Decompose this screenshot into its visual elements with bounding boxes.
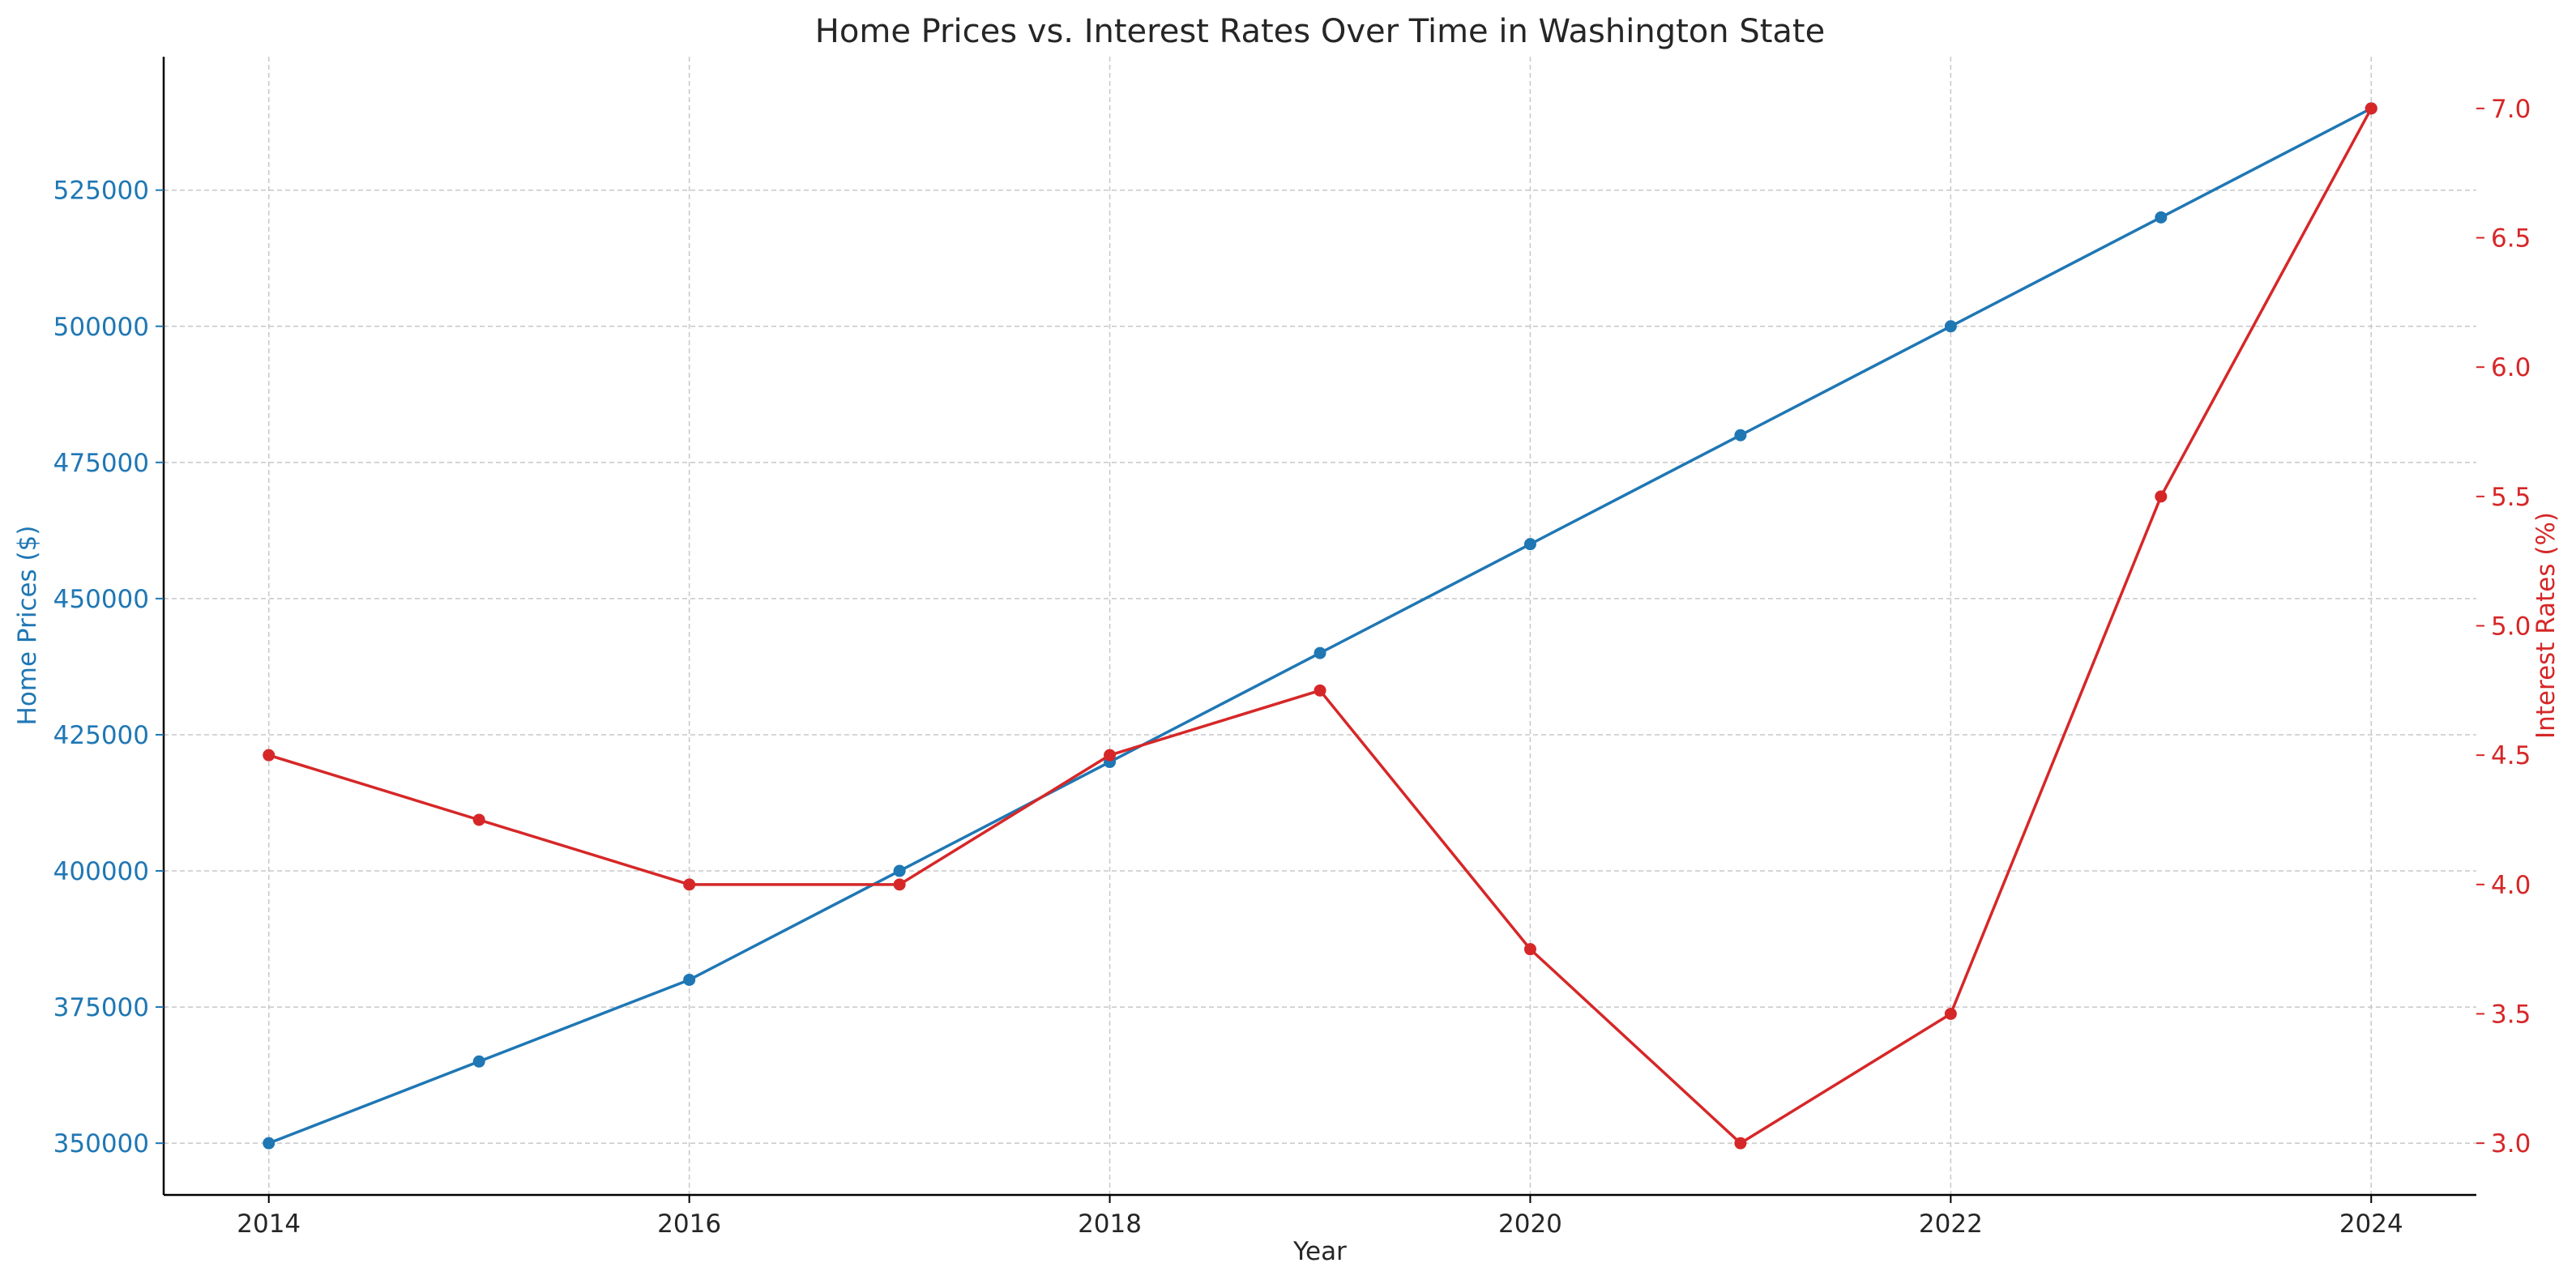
chart-title: Home Prices vs. Interest Rates Over Time… [815,13,1825,50]
x-axis-ticks: 2014 2016 2018 2020 2022 2024 [237,1195,2403,1239]
y-left-tick-label: 525000 [53,177,149,206]
axes-spines [162,57,2476,1197]
data-point [1523,538,1536,551]
data-point [1314,684,1326,697]
x-tick-label: 2014 [237,1210,301,1239]
y-left-tick-label: 400000 [53,857,149,886]
data-point [1734,429,1747,442]
x-tick-label: 2022 [1919,1210,1983,1239]
data-point [893,878,906,891]
y-left-tick-label: 425000 [53,721,149,750]
x-tick-label: 2024 [2339,1210,2403,1239]
y-right-tick-label: 6.0 [2491,353,2531,382]
data-point [1523,943,1536,956]
y-right-tick-label: 3.5 [2491,1000,2531,1029]
y-right-tick-label: 5.0 [2491,612,2531,642]
y-left-tick-label: 375000 [53,993,149,1022]
data-point [1104,749,1117,762]
y-right-tick-label: 3.0 [2491,1129,2531,1158]
series-line [268,107,2373,1145]
data-point [472,1055,485,1068]
x-tick-label: 2018 [1078,1210,1142,1239]
y-left-axis-ticks: 350000 375000 400000 425000 450000 475000 5000… [53,177,164,1158]
x-tick-label: 2020 [1498,1210,1562,1239]
y-left-axis-label: Home Prices ($) [13,526,42,726]
data-point [893,864,906,877]
y-right-tick-label: 4.0 [2491,871,2531,900]
data-point [683,878,696,891]
data-point [263,1137,276,1150]
y-left-tick-label: 350000 [53,1129,149,1158]
x-tick-label: 2016 [657,1210,721,1239]
data-point [472,813,485,826]
data-point [1314,646,1326,659]
x-axis-label: Year [1292,1237,1347,1266]
series [263,102,2377,1150]
data-point [683,973,696,986]
series-line [268,108,2373,1145]
y-right-tick-label: 5.5 [2491,483,2531,512]
data-point [1944,1007,1957,1020]
y-right-tick-label: 7.0 [2491,95,2531,124]
y-left-tick-label: 500000 [53,313,149,342]
series-home-prices [263,102,2377,1150]
y-left-tick-label: 450000 [53,585,149,614]
data-point [263,749,276,762]
y-right-tick-label: 4.5 [2491,741,2531,770]
data-point [2155,211,2168,224]
data-point [1734,1137,1747,1150]
grid [164,57,2476,1195]
data-point [2155,490,2168,503]
data-point [1944,320,1957,333]
y-right-tick-label: 6.5 [2491,224,2531,254]
y-right-axis-ticks: 3.0 3.5 4.0 4.5 5.0 5.5 6.0 6.5 7.0 [2476,95,2531,1158]
series-interest-rates [263,102,2377,1150]
data-point [2365,102,2377,115]
y-left-tick-label: 475000 [53,449,149,478]
y-right-axis-label: Interest Rates (%) [2531,512,2561,739]
